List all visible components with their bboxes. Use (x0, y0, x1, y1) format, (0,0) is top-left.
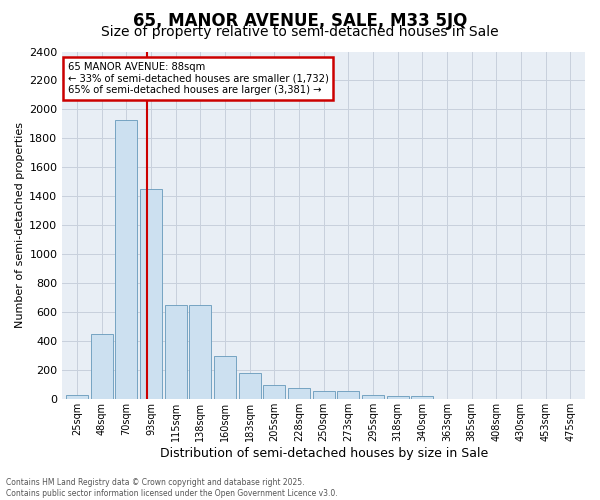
Bar (214, 356, 236, 400)
Bar (460, 398, 482, 400)
Bar (436, 398, 458, 400)
Y-axis label: Number of semi-detached properties: Number of semi-detached properties (15, 122, 25, 328)
Bar (313, 392, 335, 400)
Bar (66, 395, 88, 400)
Bar (239, 373, 261, 400)
Bar (164, 305, 187, 400)
Bar (362, 395, 384, 400)
X-axis label: Distribution of semi-detached houses by size in Sale: Distribution of semi-detached houses by … (160, 447, 488, 460)
Bar (386, 396, 409, 400)
Bar (411, 396, 433, 400)
Bar (263, 385, 286, 400)
Text: 65 MANOR AVENUE: 88sqm
← 33% of semi-detached houses are smaller (1,732)
65% of : 65 MANOR AVENUE: 88sqm ← 33% of semi-det… (68, 62, 328, 95)
Bar (288, 388, 310, 400)
Text: 65, MANOR AVENUE, SALE, M33 5JQ: 65, MANOR AVENUE, SALE, M33 5JQ (133, 12, 467, 30)
Bar (91, 334, 113, 400)
Bar (337, 392, 359, 400)
Bar (115, 120, 137, 400)
Text: Contains HM Land Registry data © Crown copyright and database right 2025.
Contai: Contains HM Land Registry data © Crown c… (6, 478, 338, 498)
Bar (140, 189, 162, 400)
Bar (189, 305, 211, 400)
Text: Size of property relative to semi-detached houses in Sale: Size of property relative to semi-detach… (101, 25, 499, 39)
